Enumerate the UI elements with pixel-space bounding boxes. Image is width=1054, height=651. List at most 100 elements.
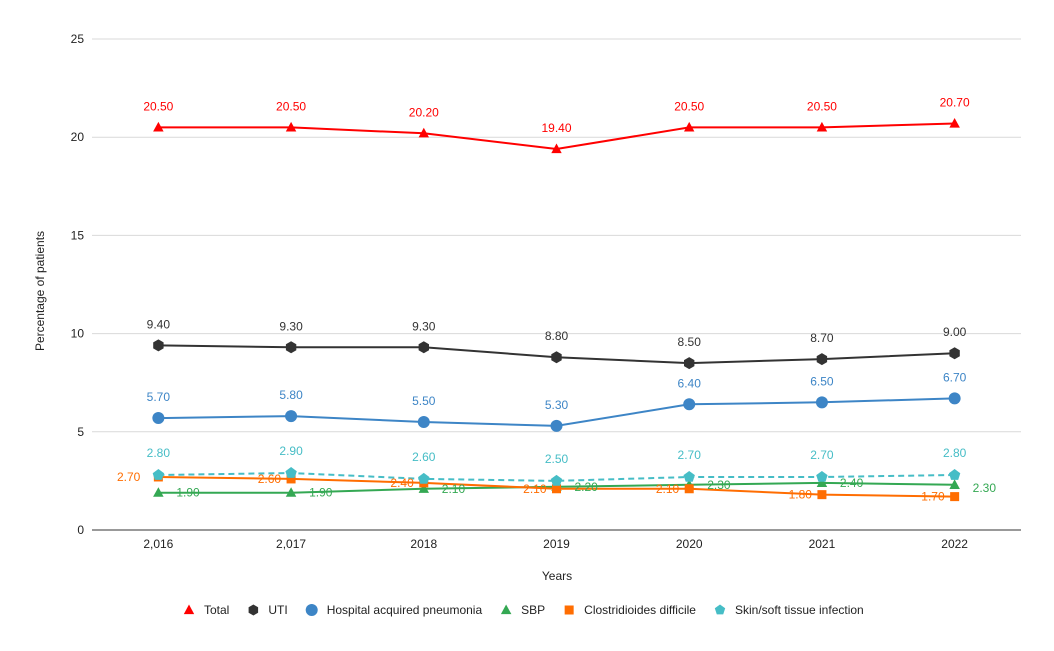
data-point — [949, 118, 960, 128]
data-label: 1.70 — [921, 490, 945, 504]
y-axis-title: Percentage of patients — [33, 231, 47, 351]
data-label: 2.10 — [442, 482, 466, 496]
data-point — [948, 392, 961, 405]
x-tick-label: 2019 — [543, 537, 570, 551]
data-label: 2.10 — [523, 482, 547, 496]
data-point — [552, 484, 561, 494]
data-point — [153, 121, 164, 132]
series-hospital-acquired-pneumonia — [152, 392, 961, 432]
data-point — [285, 341, 297, 354]
data-label: 2.40 — [840, 476, 864, 490]
data-point — [684, 357, 695, 370]
series-skin-soft-tissue-infection — [152, 467, 961, 486]
data-label: 20.50 — [807, 99, 837, 113]
legend-label: UTI — [268, 603, 287, 617]
legend-marker — [564, 605, 574, 615]
data-point — [417, 415, 430, 428]
legend-label: Hospital acquired pneumonia — [327, 603, 483, 617]
data-label: 2.50 — [545, 452, 569, 466]
data-point — [152, 469, 165, 480]
data-point — [285, 410, 298, 423]
legend-item-sbp: SBP — [500, 603, 545, 617]
data-point — [816, 477, 828, 487]
legend-label: SBP — [521, 603, 545, 617]
data-label: 9.00 — [943, 325, 967, 339]
data-label: 2.70 — [678, 448, 702, 462]
gridlines — [92, 38, 1021, 531]
y-tick-label: 0 — [77, 523, 84, 537]
data-label: 2.40 — [390, 476, 414, 490]
y-tick-label: 5 — [77, 425, 84, 439]
legend-marker — [183, 604, 195, 615]
data-point — [815, 396, 828, 409]
data-point — [152, 412, 165, 425]
data-point — [285, 467, 297, 478]
series-uti — [153, 339, 960, 370]
data-point — [816, 471, 828, 482]
x-axis-title: Years — [542, 569, 572, 583]
x-tick-label: 2,017 — [276, 537, 306, 551]
x-tick-label: 2,016 — [143, 537, 173, 551]
data-label: 6.50 — [810, 374, 834, 388]
data-label: 2.30 — [707, 478, 731, 492]
data-label: 6.70 — [943, 370, 967, 384]
data-label: 5.70 — [147, 390, 171, 404]
y-tick-label: 25 — [71, 32, 85, 46]
data-point — [550, 474, 563, 486]
data-label: 9.30 — [279, 319, 303, 333]
data-label: 6.40 — [678, 376, 702, 390]
data-label: 5.30 — [545, 398, 569, 412]
data-point — [418, 472, 430, 484]
data-label: 2.90 — [279, 444, 303, 458]
data-point — [949, 479, 960, 489]
legend-marker — [305, 604, 318, 616]
data-label: 8.70 — [810, 331, 834, 345]
x-tick-label: 2018 — [410, 537, 437, 551]
data-point — [418, 341, 429, 354]
data-label: 2.60 — [258, 472, 282, 486]
legend-label: Skin/soft tissue infection — [735, 603, 864, 617]
legend-label: Clostridioides difficile — [584, 603, 696, 617]
x-tick-label: 2020 — [676, 537, 703, 551]
data-label: 2.10 — [656, 482, 680, 496]
data-label: 20.70 — [940, 95, 970, 109]
series-group — [152, 118, 961, 502]
data-point — [817, 490, 827, 500]
data-point — [950, 492, 960, 502]
data-label: 2.60 — [412, 450, 436, 464]
data-label: 2.20 — [575, 480, 599, 494]
data-point — [949, 347, 960, 360]
data-point — [551, 143, 562, 154]
x-tick-label: 2021 — [809, 537, 836, 551]
data-label: 8.50 — [678, 335, 702, 349]
data-point — [153, 339, 164, 352]
data-label: 20.50 — [276, 99, 306, 113]
data-point — [683, 471, 695, 482]
data-label: 20.50 — [143, 99, 173, 113]
data-point — [285, 487, 297, 497]
data-label: 1.80 — [789, 488, 813, 502]
data-point — [286, 474, 296, 484]
legend-item-hospital-acquired-pneumonia: Hospital acquired pneumonia — [305, 603, 483, 617]
data-label: 20.20 — [409, 105, 439, 119]
y-tick-label: 15 — [71, 228, 85, 242]
data-point — [816, 353, 828, 366]
data-point — [153, 487, 164, 497]
data-point — [684, 484, 694, 494]
y-axis-ticks: 0 5 10 15 20 25 — [71, 32, 85, 537]
data-point — [550, 419, 563, 432]
legend-marker — [500, 604, 512, 615]
data-point — [285, 121, 297, 132]
y-tick-label: 20 — [71, 130, 85, 144]
data-point — [551, 351, 562, 364]
data-point — [684, 121, 695, 132]
data-point — [683, 398, 696, 411]
legend-item-uti: UTI — [248, 603, 288, 617]
x-axis-ticks: 2,016 2,017 2018 2019 2020 2021 2022 — [143, 537, 968, 551]
legend-item-total: Total — [183, 603, 229, 617]
series-total — [153, 118, 960, 154]
data-labels: 20.50 20.50 20.20 19.40 20.50 20.50 20.70 9.40 9… — [117, 95, 996, 503]
data-label: 9.40 — [147, 317, 171, 331]
data-label: 1.90 — [176, 486, 200, 500]
legend-marker — [714, 604, 726, 615]
